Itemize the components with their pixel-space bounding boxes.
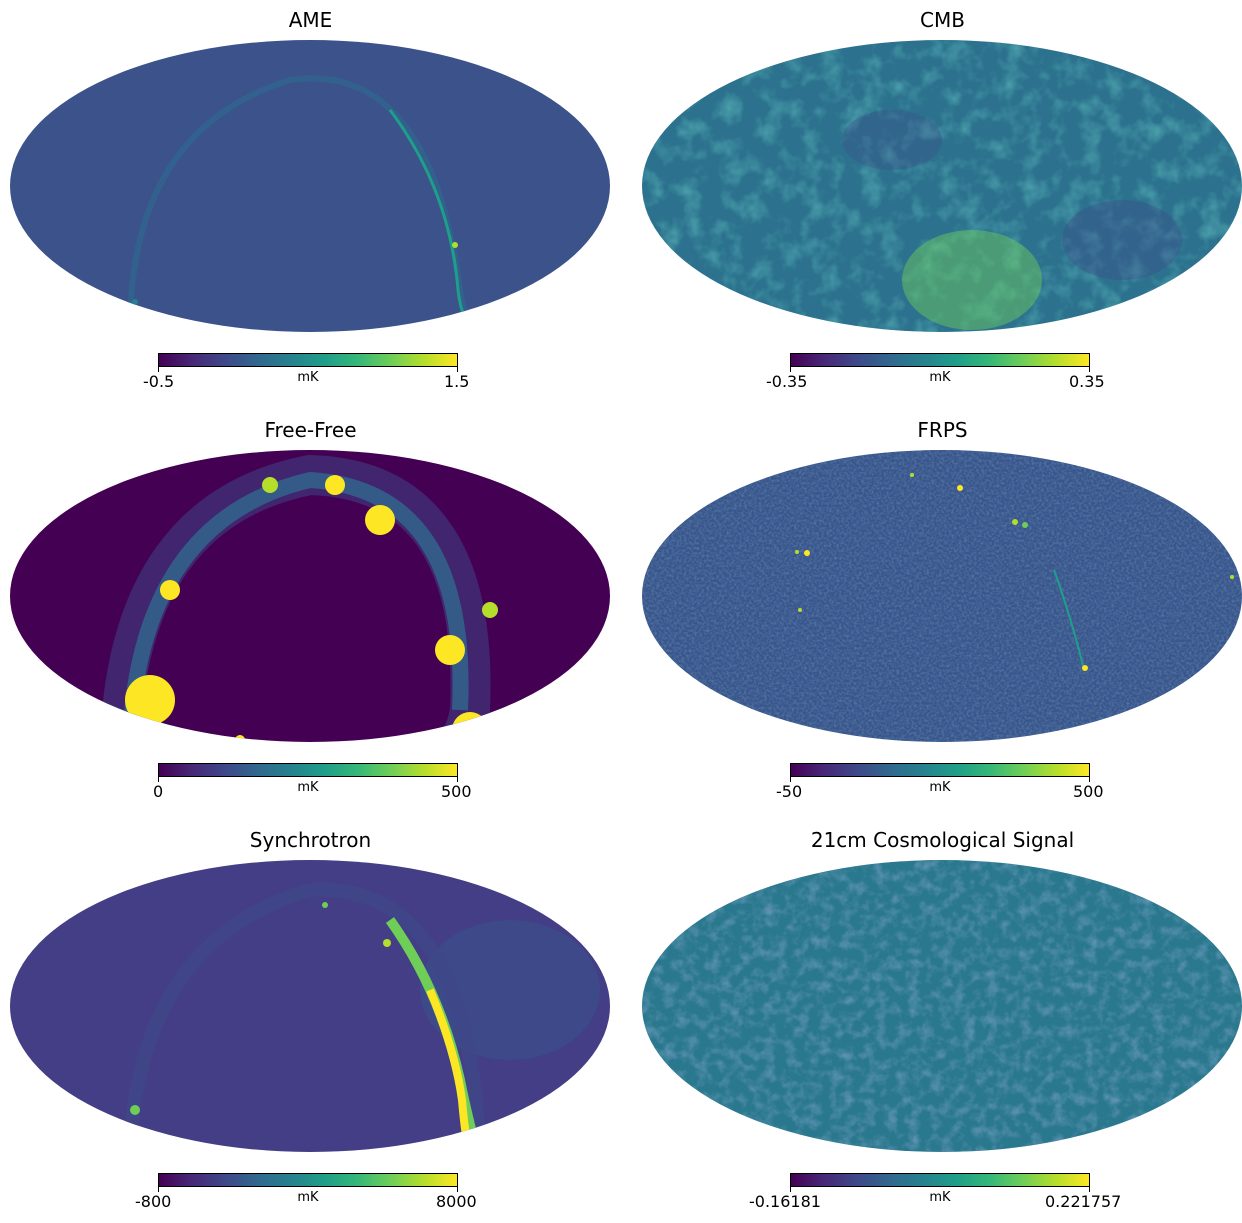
colorbar — [790, 763, 1090, 777]
panel-title: AME — [288, 8, 333, 32]
colorbar-unit-label: mK — [297, 370, 319, 385]
panel-cmb: CMB -0.35 0.35 mK — [632, 0, 1242, 403]
colorbar-tick — [1089, 367, 1090, 372]
warm-region — [902, 230, 1042, 330]
bright-region — [235, 735, 245, 742]
point-source — [910, 473, 914, 477]
colorbar-unit-label: mK — [297, 780, 319, 795]
colorbar-tick — [158, 367, 159, 372]
colorbar-unit-label: mK — [297, 1190, 319, 1205]
panel-21cm-signal: 21cm Cosmological Signal -0.16181 0.2217… — [632, 820, 1242, 1223]
bright-region — [325, 475, 345, 495]
colorbar-tick — [158, 1187, 159, 1192]
map-texture — [642, 860, 1242, 1152]
bright-region — [160, 580, 180, 600]
point-source — [1022, 522, 1028, 528]
bright-region — [365, 505, 395, 535]
panel-title: FRPS — [917, 418, 968, 442]
map-texture — [642, 450, 1242, 742]
colorbar-max-label: 1.5 — [444, 372, 470, 391]
colorbar-min-label: -0.16181 — [749, 1192, 821, 1211]
bright-spot — [383, 939, 391, 947]
colorbar — [790, 1173, 1090, 1187]
colorbar-min-label: -0.5 — [143, 372, 175, 391]
colorbar-unit-label: mK — [929, 780, 951, 795]
colorbar-unit-label: mK — [929, 370, 951, 385]
colorbar-tick — [158, 777, 159, 782]
galactic-loop — [123, 882, 487, 1152]
colorbar-tick — [790, 367, 791, 372]
colorbar-min-label: -0.35 — [766, 372, 808, 391]
colorbar-tick — [457, 367, 458, 372]
cold-region — [1062, 200, 1182, 280]
panel-title: CMB — [920, 8, 965, 32]
panel-title: Free-Free — [264, 418, 357, 442]
panel-free-free: Free-Free 0 500 mK — [0, 410, 621, 813]
colorbar — [158, 763, 458, 777]
bright-region — [452, 712, 488, 742]
map-background — [10, 40, 610, 332]
colorbar-unit-label: mK — [929, 1190, 951, 1205]
point-source — [804, 550, 810, 556]
colorbar-tick — [1089, 1187, 1090, 1192]
colorbar-max-label: 500 — [1073, 782, 1104, 801]
panel-title: 21cm Cosmological Signal — [810, 828, 1075, 852]
sky-map-cmb — [642, 40, 1242, 332]
colorbar — [158, 353, 458, 367]
bright-spot — [452, 242, 458, 248]
sky-map-21cm — [642, 860, 1242, 1152]
map-texture — [642, 40, 1242, 332]
point-source — [1230, 575, 1234, 579]
colorbar-tick — [790, 777, 791, 782]
bright-spot — [322, 902, 328, 908]
colorbar-tick — [1089, 777, 1090, 782]
bright-spot — [130, 1105, 140, 1115]
bright-region — [262, 477, 278, 493]
point-source — [1082, 665, 1088, 671]
bright-spot — [131, 1126, 139, 1134]
sky-map-frps — [642, 450, 1242, 742]
colorbar-max-label: 8000 — [436, 1192, 477, 1211]
colorbar-min-label: 0 — [153, 782, 164, 801]
bright-region — [125, 675, 175, 725]
point-source — [957, 485, 963, 491]
bright-region — [482, 602, 498, 618]
colorbar-min-label: -800 — [135, 1192, 172, 1211]
point-source — [798, 608, 802, 612]
colorbar-min-label: -50 — [776, 782, 803, 801]
panel-title: Synchrotron — [249, 828, 372, 852]
colorbar-max-label: 0.35 — [1069, 372, 1105, 391]
colorbar-tick — [457, 777, 458, 782]
colorbar-tick — [790, 1187, 791, 1192]
cold-region — [842, 110, 942, 170]
colorbar — [158, 1173, 458, 1187]
emission-ring — [122, 471, 469, 741]
panel-synchrotron: Synchrotron -800 8000 mK — [0, 820, 621, 1223]
point-source — [1012, 519, 1018, 525]
panel-frps: FRPS -50 500 mK — [632, 410, 1242, 813]
bright-spot — [132, 299, 138, 305]
colorbar-max-label: 500 — [441, 782, 472, 801]
galactic-arc — [127, 75, 483, 332]
sky-map-ame — [10, 40, 610, 332]
panel-ame: AME -0.5 1.5 mK — [0, 0, 621, 403]
sky-map-free-free — [10, 450, 610, 742]
bright-region — [435, 635, 465, 665]
source-arc — [1053, 569, 1085, 671]
point-source — [795, 550, 799, 554]
colorbar-max-label: 0.221757 — [1045, 1192, 1122, 1211]
sky-map-synchrotron — [10, 860, 610, 1152]
colorbar — [790, 353, 1090, 367]
colorbar-tick — [457, 1187, 458, 1192]
